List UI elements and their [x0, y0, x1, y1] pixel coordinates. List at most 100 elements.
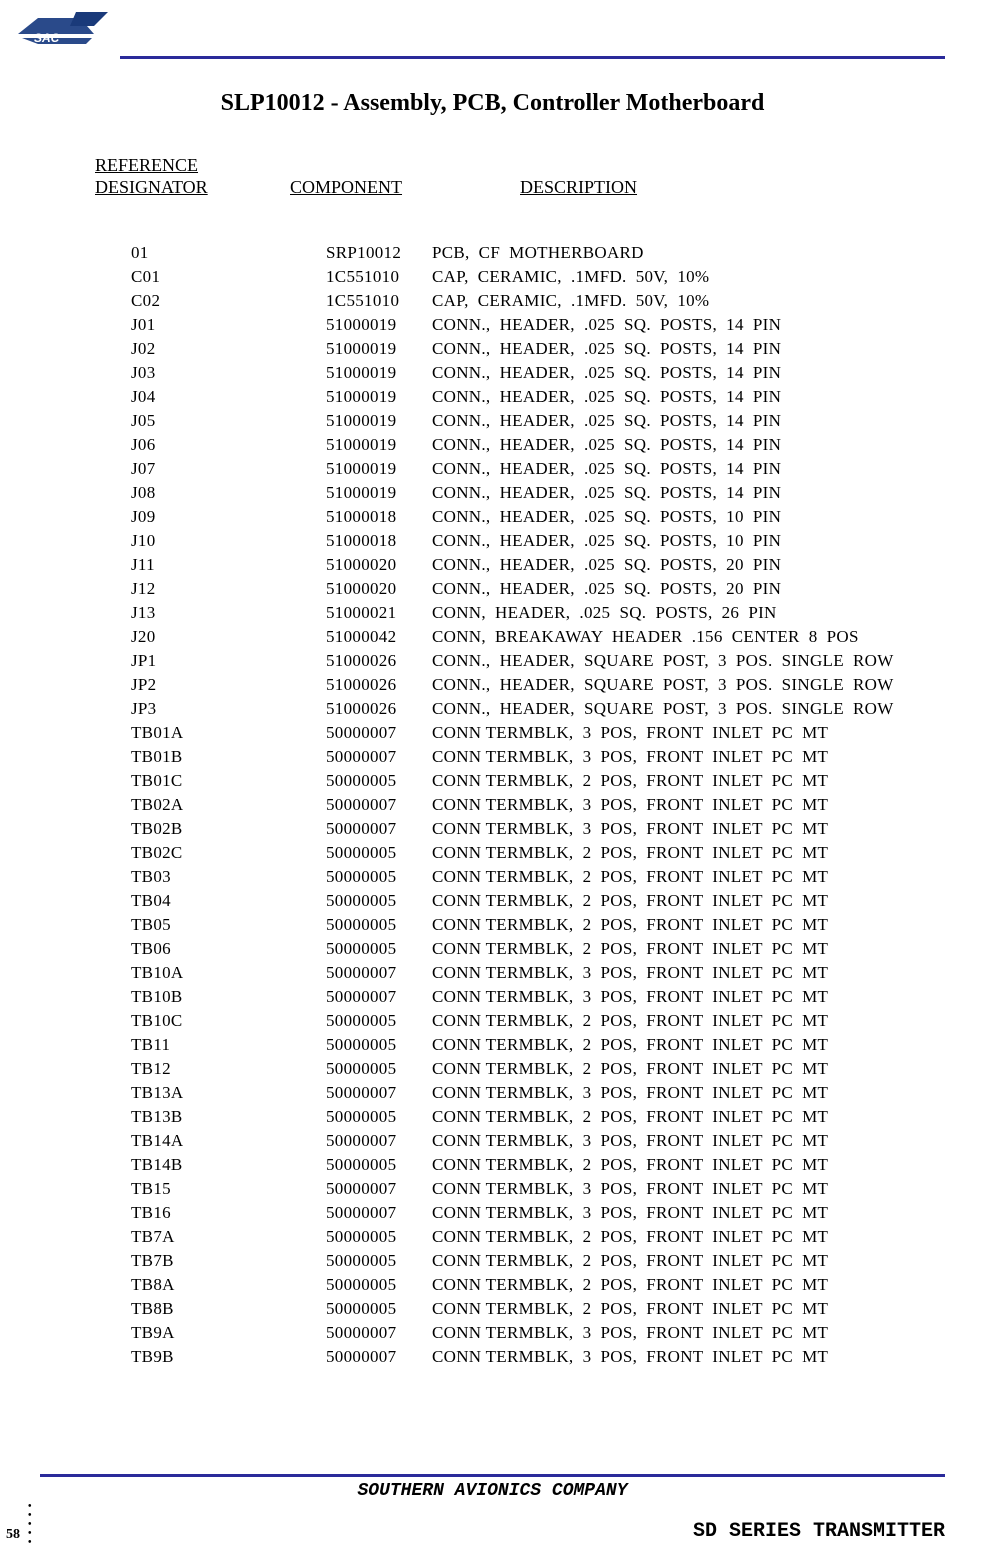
table-row: J0551000019CONN., HEADER, .025 SQ. POSTS… [0, 411, 985, 435]
cell-description: CONN TERMBLK, 3 POS, FRONT INLET PC MT [432, 1323, 828, 1343]
cell-description: PCB, CF MOTHERBOARD [432, 243, 644, 263]
cell-component: 51000026 [326, 675, 396, 695]
cell-description: CONN., HEADER, SQUARE POST, 3 POS. SINGL… [432, 675, 894, 695]
table-row: TB0550000005CONN TERMBLK, 2 POS, FRONT I… [0, 915, 985, 939]
cell-component: 50000007 [326, 1131, 396, 1151]
cell-description: CONN TERMBLK, 2 POS, FRONT INLET PC MT [432, 915, 828, 935]
cell-component: 51000018 [326, 531, 396, 551]
cell-component: 51000019 [326, 411, 396, 431]
cell-component: 51000019 [326, 483, 396, 503]
table-row: TB0350000005CONN TERMBLK, 2 POS, FRONT I… [0, 867, 985, 891]
company-logo: SAC [16, 6, 116, 56]
cell-description: CONN., HEADER, .025 SQ. POSTS, 14 PIN [432, 387, 781, 407]
table-row: TB02B50000007CONN TERMBLK, 3 POS, FRONT … [0, 819, 985, 843]
binder-dots-icon: ••••• [28, 1502, 32, 1547]
cell-reference: JP1 [131, 651, 156, 671]
cell-component: 51000019 [326, 315, 396, 335]
cell-description: CONN TERMBLK, 2 POS, FRONT INLET PC MT [432, 1155, 828, 1175]
cell-component: 50000005 [326, 1011, 396, 1031]
cell-component: 50000007 [326, 819, 396, 839]
cell-component: 50000005 [326, 771, 396, 791]
cell-description: CONN, HEADER, .025 SQ. POSTS, 26 PIN [432, 603, 777, 623]
cell-reference: TB13B [131, 1107, 183, 1127]
cell-reference: J02 [131, 339, 156, 359]
cell-component: 51000019 [326, 363, 396, 383]
cell-component: 50000007 [326, 1347, 396, 1367]
cell-description: CONN TERMBLK, 3 POS, FRONT INLET PC MT [432, 963, 828, 983]
footer-rule [40, 1474, 945, 1477]
cell-reference: TB06 [131, 939, 171, 959]
cell-component: 50000007 [326, 747, 396, 767]
cell-component: 50000007 [326, 795, 396, 815]
table-row: TB9B50000007CONN TERMBLK, 3 POS, FRONT I… [0, 1347, 985, 1371]
table-row: J11 51000020 CONN., HEADER, .025 SQ. POSTS… [0, 555, 985, 579]
cell-description: CONN., HEADER, SQUARE POST, 3 POS. SINGL… [432, 699, 894, 719]
header-reference-2: DESIGNATOR [95, 177, 208, 198]
table-row: TB13B50000005CONN TERMBLK, 2 POS, FRONT … [0, 1107, 985, 1131]
cell-reference: TB14B [131, 1155, 183, 1175]
cell-reference: JP3 [131, 699, 156, 719]
cell-component: 50000005 [326, 843, 396, 863]
cell-component: 50000007 [326, 723, 396, 743]
cell-component: 51000020 [326, 555, 396, 575]
table-row: TB0450000005CONN TERMBLK, 2 POS, FRONT I… [0, 891, 985, 915]
cell-component: 50000007 [326, 1083, 396, 1103]
table-row: C011C551010CAP, CERAMIC, .1MFD. 50V, 10% [0, 267, 985, 291]
cell-reference: TB02C [131, 843, 183, 863]
cell-component: 50000007 [326, 1323, 396, 1343]
page-title: SLP10012 - Assembly, PCB, Controller Mot… [0, 90, 985, 117]
table-row: TB01C50000005CONN TERMBLK, 2 POS, FRONT … [0, 771, 985, 795]
bom-table: 01SRP10012PCB, CF MOTHERBOARDC011C551010… [0, 243, 985, 1371]
cell-description: CONN., HEADER, .025 SQ. POSTS, 14 PIN [432, 315, 781, 335]
table-row: TB01B50000007CONN TERMBLK, 3 POS, FRONT … [0, 747, 985, 771]
cell-description: CONN TERMBLK, 2 POS, FRONT INLET PC MT [432, 1227, 828, 1247]
cell-reference: J20 [131, 627, 156, 647]
cell-reference: TB7B [131, 1251, 174, 1271]
cell-component: 50000007 [326, 963, 396, 983]
table-row: 01SRP10012PCB, CF MOTHERBOARD [0, 243, 985, 267]
cell-component: 50000005 [326, 1227, 396, 1247]
table-row: TB1650000007CONN TERMBLK, 3 POS, FRONT I… [0, 1203, 985, 1227]
table-row: C021C551010CAP, CERAMIC, .1MFD. 50V, 10% [0, 291, 985, 315]
cell-component: 50000005 [326, 1035, 396, 1055]
cell-description: CONN., HEADER, .025 SQ. POSTS, 14 PIN [432, 483, 781, 503]
cell-component: 51000021 [326, 603, 396, 623]
cell-description: CONN TERMBLK, 2 POS, FRONT INLET PC MT [432, 1059, 828, 1079]
cell-description: CONN., HEADER, .025 SQ. POSTS, 14 PIN [432, 363, 781, 383]
table-row: TB14A50000007CONN TERMBLK, 3 POS, FRONT … [0, 1131, 985, 1155]
cell-reference: J04 [131, 387, 156, 407]
cell-reference: TB15 [131, 1179, 171, 1199]
cell-reference: J13 [131, 603, 156, 623]
cell-reference: TB14A [131, 1131, 184, 1151]
cell-reference: TB16 [131, 1203, 171, 1223]
cell-description: CONN., HEADER, .025 SQ. POSTS, 14 PIN [432, 435, 781, 455]
footer-company: SOUTHERN AVIONICS COMPANY [0, 1481, 985, 1501]
cell-component: 50000005 [326, 1299, 396, 1319]
cell-description: CONN., HEADER, .025 SQ. POSTS, 20 PIN [432, 555, 781, 575]
table-row: JP351000026CONN., HEADER, SQUARE POST, 3… [0, 699, 985, 723]
cell-component: 50000005 [326, 939, 396, 959]
cell-reference: J05 [131, 411, 156, 431]
svg-text:SAC: SAC [34, 31, 60, 45]
footer-product: SD SERIES TRANSMITTER [693, 1520, 945, 1543]
cell-component: 51000018 [326, 507, 396, 527]
cell-component: 51000019 [326, 435, 396, 455]
cell-reference: J01 [131, 315, 156, 335]
cell-description: CONN TERMBLK, 3 POS, FRONT INLET PC MT [432, 723, 828, 743]
cell-description: CONN., HEADER, .025 SQ. POSTS, 14 PIN [432, 459, 781, 479]
cell-component: 50000005 [326, 1155, 396, 1175]
cell-component: 51000026 [326, 651, 396, 671]
cell-reference: TB10B [131, 987, 183, 1007]
cell-description: CONN TERMBLK, 3 POS, FRONT INLET PC MT [432, 795, 828, 815]
table-row: J2051000042CONN, BREAKAWAY HEADER .156 C… [0, 627, 985, 651]
cell-description: CONN., HEADER, .025 SQ. POSTS, 10 PIN [432, 507, 781, 527]
table-row: J0951000018CONN., HEADER, .025 SQ. POSTS… [0, 507, 985, 531]
cell-reference: TB01C [131, 771, 183, 791]
cell-reference: J11 [131, 555, 155, 575]
cell-component: 50000007 [326, 987, 396, 1007]
table-row: TB8B50000005CONN TERMBLK, 2 POS, FRONT I… [0, 1299, 985, 1323]
cell-reference: TB02B [131, 819, 183, 839]
cell-reference: J07 [131, 459, 156, 479]
table-row: JP251000026CONN., HEADER, SQUARE POST, 3… [0, 675, 985, 699]
table-row: TB10A50000007CONN TERMBLK, 3 POS, FRONT … [0, 963, 985, 987]
